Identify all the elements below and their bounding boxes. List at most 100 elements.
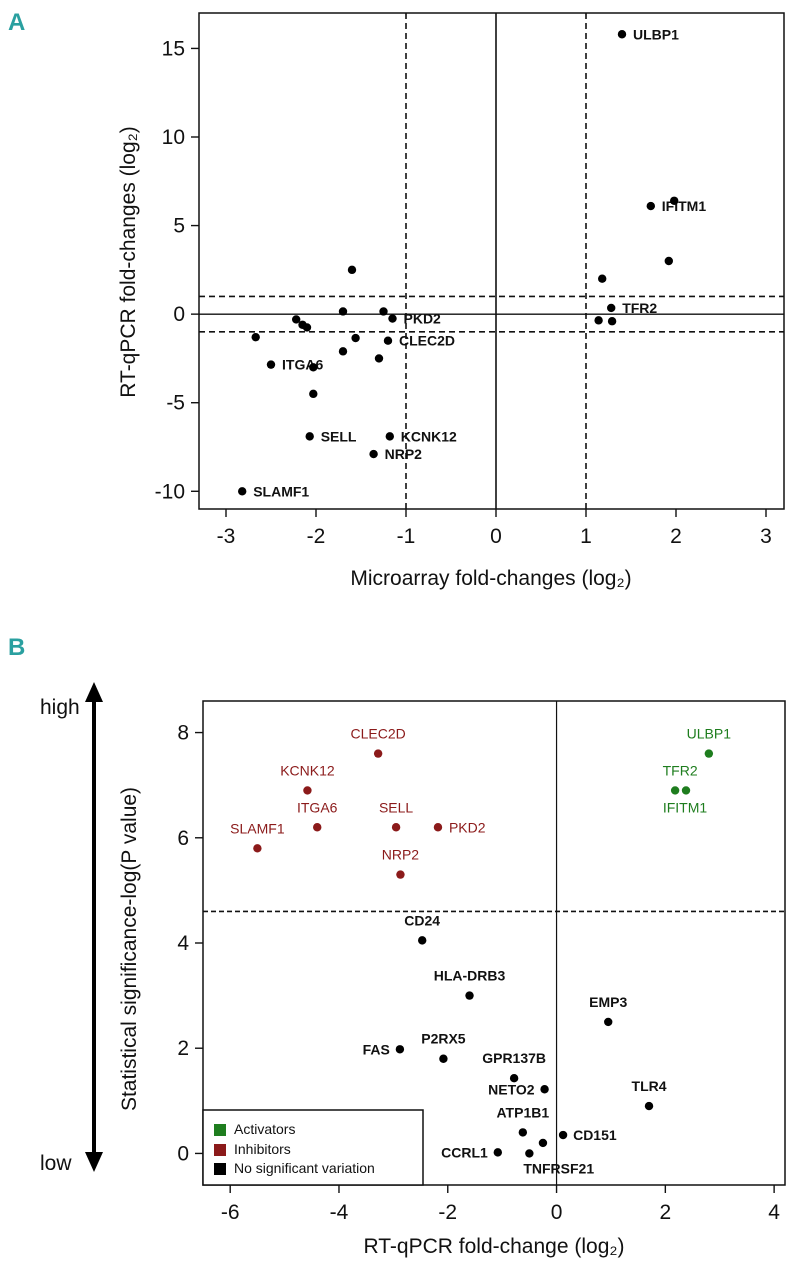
panel-a-x-axis: -3 -2 -1 0 1 2 3: [217, 509, 772, 548]
significance-arrow: [85, 682, 103, 1172]
legend-label-inhibitors: Inhibitors: [234, 1141, 291, 1157]
point-label-tnfrsf21: TNFRSF21: [523, 1160, 594, 1176]
point-label-pkd2: PKD2: [449, 819, 486, 835]
y-tick-label: -10: [155, 480, 185, 503]
point-label-itga6: ITGA6: [282, 357, 323, 373]
panel-a-reference-lines: [199, 13, 784, 509]
point-emp3: [604, 1017, 613, 1027]
panel-b-reference-lines: [203, 701, 785, 1185]
point-ccrl1: [493, 1148, 503, 1157]
y-tick-label: 6: [177, 827, 189, 850]
point-unlabeled: [338, 307, 348, 316]
point-label-tfr2: TFR2: [663, 762, 698, 778]
y-tick-label: 0: [177, 1142, 189, 1165]
y-tick-label: 15: [162, 37, 185, 60]
panel-b-x-axis-title: RT-qPCR fold-change (log₂): [363, 1235, 624, 1258]
x-tick-label: -2: [438, 1201, 457, 1224]
panel-b-points: ULBP1 TFR2 IFITM1 CLEC2D KCNK12 ITGA6 SELL PKD2…: [230, 726, 731, 1177]
panel-b-x-axis: -6 -4 -2 0 2 4: [221, 1185, 780, 1224]
y-tick-label: -5: [166, 392, 185, 415]
point-pkd2: [388, 314, 397, 323]
point-label-ulbp1: ULBP1: [633, 26, 679, 42]
point-nrp2: [369, 449, 378, 459]
point-slamf1: [253, 844, 262, 853]
x-tick-label: 4: [768, 1201, 780, 1224]
y-tick-label: 5: [173, 215, 185, 238]
panel-a-y-axis-title: RT-qPCR fold-changes (log₂): [117, 126, 140, 398]
point-tnfrsf21: [525, 1149, 534, 1158]
panel-b-y-axis: 0 2 4 6 8: [177, 722, 203, 1165]
point-label-ulbp1: ULBP1: [687, 726, 732, 742]
point-unlabeled: [379, 307, 388, 316]
panel-b-legend: Activators Inhibitors No significant var…: [202, 1109, 424, 1186]
point-unlabeled: [607, 317, 617, 326]
point-unlabeled: [664, 256, 673, 266]
x-tick-label: 2: [659, 1201, 671, 1224]
point-unlabeled: [347, 265, 357, 275]
panel-b: B -6 -4 -2 0 2 4 0 2 4 6 8 ULBP1 TFR2 IFITM1 CLEC2D K…: [8, 634, 786, 1258]
point-ifitm1: [646, 201, 655, 211]
legend-label-activators: Activators: [234, 1121, 295, 1137]
point-unlabeled: [351, 333, 360, 343]
point-gpr137b: [509, 1074, 519, 1083]
point-p2rx5: [439, 1054, 448, 1063]
point-label-cd151: CD151: [573, 1127, 617, 1143]
point-label-cd24: CD24: [404, 912, 440, 928]
point-fas: [395, 1045, 405, 1054]
y-tick-label: 4: [177, 932, 189, 955]
point-label-neto2: NETO2: [488, 1081, 535, 1097]
legend-swatch-no-significant-variation: [214, 1163, 226, 1175]
x-tick-label: 0: [490, 525, 502, 548]
point-sell: [305, 432, 314, 441]
point-kcnk12: [303, 786, 312, 795]
point-tfr2: [670, 786, 680, 795]
point-tlr4: [644, 1101, 654, 1111]
point-tfr2: [607, 303, 616, 313]
point-unlabeled: [251, 332, 260, 342]
panel-a-plot-frame: [198, 12, 785, 510]
point-label-sell: SELL: [379, 799, 413, 815]
panel-a-x-axis-title: Microarray fold-changes (log₂): [350, 567, 631, 590]
panel-b-letter: B: [8, 634, 25, 661]
point-sell: [391, 823, 401, 832]
point-nrp2: [396, 870, 405, 879]
legend-label-no-significant-variation: No significant variation: [234, 1160, 375, 1176]
point-label-ifitm1: IFITM1: [662, 198, 707, 214]
point-unlabeled: [309, 389, 318, 399]
point-label-emp3: EMP3: [589, 994, 627, 1010]
x-tick-label: -3: [217, 525, 236, 548]
point-kcnk12: [385, 432, 394, 441]
point-itga6: [266, 360, 276, 369]
point-unlabeled: [338, 347, 348, 356]
point-slamf1: [238, 487, 247, 496]
point-label-nrp2: NRP2: [382, 847, 420, 863]
point-label-hla-drb3: HLA-DRB3: [434, 968, 506, 984]
y-tick-label: 8: [177, 722, 189, 745]
point-label-itga6: ITGA6: [297, 799, 338, 815]
legend-box: [202, 1109, 424, 1186]
x-tick-label: -2: [307, 525, 326, 548]
point-neto2: [540, 1085, 549, 1094]
point-ulbp1: [617, 30, 627, 39]
point-clec2d: [373, 749, 383, 758]
panel-a-letter: A: [8, 9, 25, 36]
x-tick-label: 0: [551, 1201, 563, 1224]
point-label-tlr4: TLR4: [632, 1078, 667, 1094]
legend-swatch-inhibitors: [214, 1144, 226, 1156]
point-label-fas: FAS: [363, 1041, 390, 1057]
point-unlabeled: [374, 354, 384, 363]
point-cd151: [558, 1130, 568, 1140]
point-label-slamf1: SLAMF1: [230, 820, 285, 836]
arrow-up-icon: [85, 682, 103, 702]
point-label-p2rx5: P2RX5: [421, 1031, 466, 1047]
high-label: high: [40, 696, 80, 719]
point-unlabeled: [598, 274, 607, 283]
point-cd24: [418, 936, 427, 945]
y-tick-label: 0: [173, 303, 185, 326]
point-ulbp1: [704, 749, 714, 758]
point-unlabeled: [538, 1138, 548, 1148]
point-label-slamf1: SLAMF1: [253, 483, 309, 499]
x-tick-label: -6: [221, 1201, 240, 1224]
point-pkd2: [433, 823, 443, 832]
